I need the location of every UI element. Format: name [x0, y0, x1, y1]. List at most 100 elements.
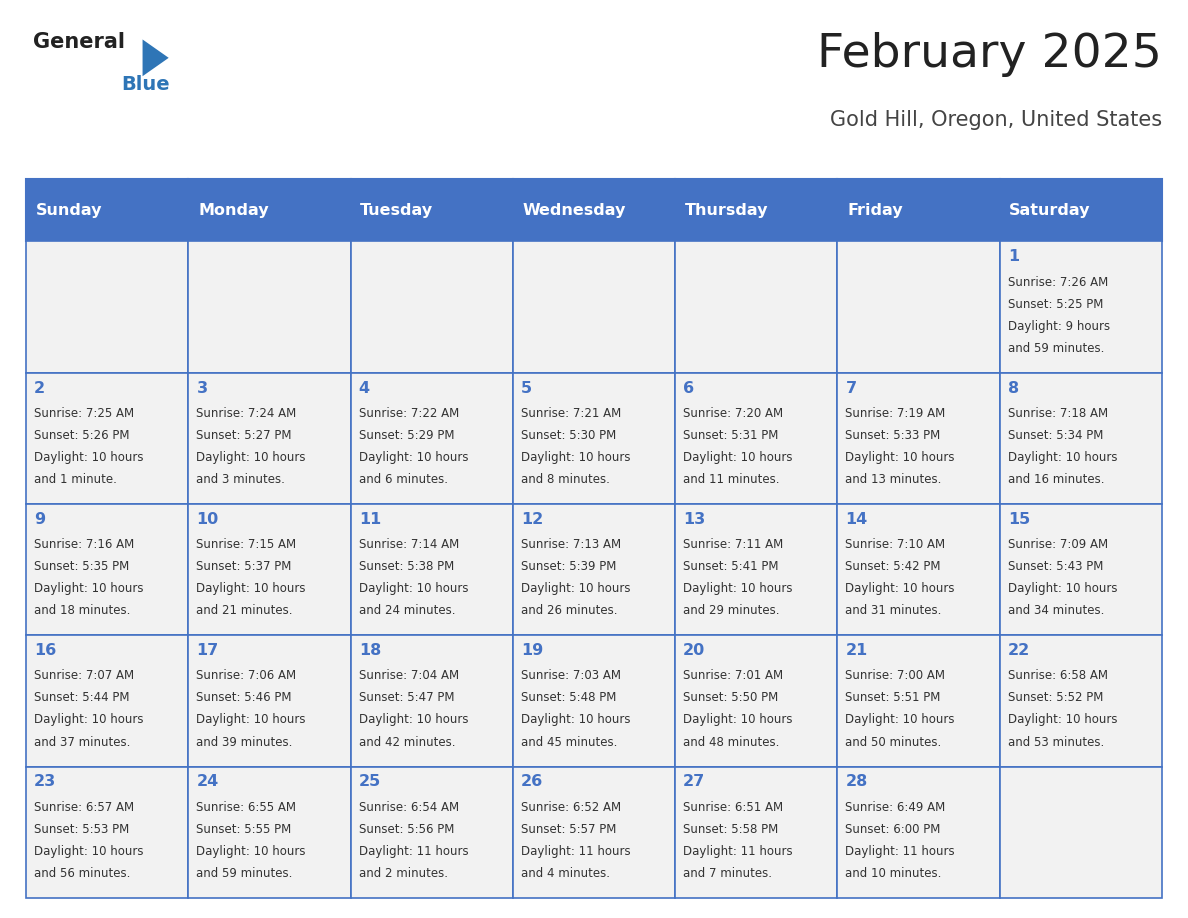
Bar: [838, 373, 999, 504]
Bar: [350, 504, 513, 635]
Bar: [675, 635, 838, 767]
Text: Sunrise: 7:10 AM: Sunrise: 7:10 AM: [846, 538, 946, 551]
Text: and 34 minutes.: and 34 minutes.: [1007, 604, 1104, 617]
Bar: [350, 241, 513, 373]
Text: and 3 minutes.: and 3 minutes.: [196, 473, 285, 486]
Bar: [350, 373, 513, 504]
Text: Gold Hill, Oregon, United States: Gold Hill, Oregon, United States: [829, 110, 1162, 130]
Text: Sunset: 5:31 PM: Sunset: 5:31 PM: [683, 429, 778, 442]
Text: Daylight: 10 hours: Daylight: 10 hours: [34, 713, 144, 726]
Bar: [999, 241, 1162, 373]
Text: Sunrise: 7:25 AM: Sunrise: 7:25 AM: [34, 407, 134, 420]
Text: Sunrise: 6:54 AM: Sunrise: 6:54 AM: [359, 800, 459, 813]
Bar: [513, 635, 675, 767]
Text: 24: 24: [196, 775, 219, 789]
Text: Daylight: 10 hours: Daylight: 10 hours: [522, 713, 631, 726]
Text: Sunset: 5:51 PM: Sunset: 5:51 PM: [846, 691, 941, 704]
Text: 20: 20: [683, 644, 706, 658]
Text: 17: 17: [196, 644, 219, 658]
Text: Sunrise: 7:14 AM: Sunrise: 7:14 AM: [359, 538, 459, 551]
Bar: [675, 504, 838, 635]
Text: Sunset: 5:53 PM: Sunset: 5:53 PM: [34, 823, 129, 835]
Text: and 16 minutes.: and 16 minutes.: [1007, 473, 1104, 486]
Bar: [999, 635, 1162, 767]
Text: Sunrise: 7:16 AM: Sunrise: 7:16 AM: [34, 538, 134, 551]
Text: 26: 26: [522, 775, 543, 789]
Text: and 13 minutes.: and 13 minutes.: [846, 473, 942, 486]
Text: and 10 minutes.: and 10 minutes.: [846, 867, 942, 879]
Text: and 50 minutes.: and 50 minutes.: [846, 735, 942, 748]
Text: Sunset: 5:30 PM: Sunset: 5:30 PM: [522, 429, 617, 442]
Bar: [26, 179, 189, 241]
Text: Sunset: 5:47 PM: Sunset: 5:47 PM: [359, 691, 454, 704]
Text: Daylight: 10 hours: Daylight: 10 hours: [196, 713, 307, 726]
Text: Daylight: 10 hours: Daylight: 10 hours: [846, 451, 955, 464]
Text: General: General: [33, 32, 125, 52]
Text: Sunset: 5:43 PM: Sunset: 5:43 PM: [1007, 560, 1104, 573]
Text: and 59 minutes.: and 59 minutes.: [196, 867, 293, 879]
Text: 1: 1: [1007, 250, 1019, 264]
Text: Sunrise: 7:21 AM: Sunrise: 7:21 AM: [522, 407, 621, 420]
Text: 2: 2: [34, 381, 45, 396]
Bar: [513, 241, 675, 373]
Text: Sunday: Sunday: [36, 203, 102, 218]
Bar: [26, 241, 189, 373]
Text: Sunrise: 7:18 AM: Sunrise: 7:18 AM: [1007, 407, 1108, 420]
Text: and 4 minutes.: and 4 minutes.: [522, 867, 609, 879]
Text: Daylight: 9 hours: Daylight: 9 hours: [1007, 319, 1110, 332]
Bar: [189, 179, 350, 241]
Bar: [999, 767, 1162, 898]
Bar: [675, 767, 838, 898]
Text: and 56 minutes.: and 56 minutes.: [34, 867, 131, 879]
Bar: [513, 504, 675, 635]
Text: 19: 19: [522, 644, 543, 658]
Bar: [999, 179, 1162, 241]
Text: and 48 minutes.: and 48 minutes.: [683, 735, 779, 748]
Text: and 45 minutes.: and 45 minutes.: [522, 735, 618, 748]
Bar: [838, 241, 999, 373]
Bar: [189, 767, 350, 898]
Text: and 37 minutes.: and 37 minutes.: [34, 735, 131, 748]
Text: 25: 25: [359, 775, 381, 789]
Text: 22: 22: [1007, 644, 1030, 658]
Text: 12: 12: [522, 512, 543, 527]
Text: Daylight: 11 hours: Daylight: 11 hours: [846, 845, 955, 857]
Text: Daylight: 10 hours: Daylight: 10 hours: [846, 582, 955, 595]
Bar: [513, 373, 675, 504]
Text: Sunset: 5:39 PM: Sunset: 5:39 PM: [522, 560, 617, 573]
Text: Sunrise: 7:00 AM: Sunrise: 7:00 AM: [846, 669, 946, 682]
Text: Daylight: 10 hours: Daylight: 10 hours: [522, 451, 631, 464]
Text: Sunset: 5:50 PM: Sunset: 5:50 PM: [683, 691, 778, 704]
Text: Daylight: 10 hours: Daylight: 10 hours: [1007, 713, 1117, 726]
Bar: [838, 179, 999, 241]
Text: 9: 9: [34, 512, 45, 527]
Bar: [838, 504, 999, 635]
Text: Sunrise: 6:55 AM: Sunrise: 6:55 AM: [196, 800, 297, 813]
Text: Daylight: 10 hours: Daylight: 10 hours: [359, 713, 468, 726]
Text: Wednesday: Wednesday: [523, 203, 626, 218]
Text: Daylight: 10 hours: Daylight: 10 hours: [34, 582, 144, 595]
Text: Sunrise: 7:22 AM: Sunrise: 7:22 AM: [359, 407, 459, 420]
Text: Sunset: 5:26 PM: Sunset: 5:26 PM: [34, 429, 129, 442]
Text: 23: 23: [34, 775, 57, 789]
Text: Sunset: 5:29 PM: Sunset: 5:29 PM: [359, 429, 454, 442]
Text: Sunrise: 7:15 AM: Sunrise: 7:15 AM: [196, 538, 297, 551]
Text: Daylight: 10 hours: Daylight: 10 hours: [196, 451, 307, 464]
Bar: [999, 504, 1162, 635]
Text: Daylight: 11 hours: Daylight: 11 hours: [522, 845, 631, 857]
Bar: [675, 241, 838, 373]
Text: and 53 minutes.: and 53 minutes.: [1007, 735, 1104, 748]
Text: Daylight: 10 hours: Daylight: 10 hours: [196, 582, 307, 595]
Text: Daylight: 10 hours: Daylight: 10 hours: [196, 845, 307, 857]
Text: Sunset: 5:38 PM: Sunset: 5:38 PM: [359, 560, 454, 573]
Text: and 42 minutes.: and 42 minutes.: [359, 735, 455, 748]
Text: Sunrise: 6:58 AM: Sunrise: 6:58 AM: [1007, 669, 1107, 682]
Text: 10: 10: [196, 512, 219, 527]
Bar: [26, 504, 189, 635]
Text: Sunset: 5:37 PM: Sunset: 5:37 PM: [196, 560, 292, 573]
Text: and 31 minutes.: and 31 minutes.: [846, 604, 942, 617]
Text: 28: 28: [846, 775, 867, 789]
Text: Sunset: 5:34 PM: Sunset: 5:34 PM: [1007, 429, 1104, 442]
Text: Sunset: 5:25 PM: Sunset: 5:25 PM: [1007, 297, 1104, 310]
Bar: [675, 373, 838, 504]
